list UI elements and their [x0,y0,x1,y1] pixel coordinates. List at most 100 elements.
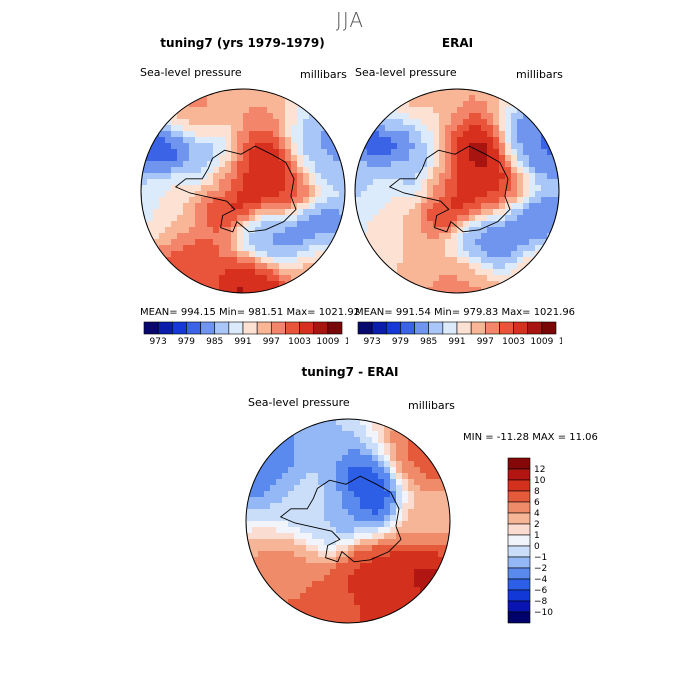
map-cell [403,197,410,204]
map-cell [391,227,398,234]
map-cell [267,203,274,210]
map-cell [420,521,427,528]
map-cell [189,95,196,102]
map-cell [403,263,410,270]
map-cell [385,113,392,120]
map-cell [355,185,362,192]
map-cell [547,185,554,192]
map-cell [159,227,166,234]
map-cell [219,245,226,252]
map-cell [463,173,470,180]
map-cell [529,179,536,186]
map-cell [219,155,226,162]
map-cell [336,473,343,480]
map-cell [390,569,397,576]
map-cell [237,125,244,132]
map-cell [324,533,331,540]
map-cell [523,149,530,156]
map-cell [264,503,271,510]
map-cell [427,197,434,204]
map-cell [379,263,386,270]
map-cell [159,119,166,126]
colorbar-swatch [214,321,230,335]
map-cell [396,545,403,552]
map-cell [297,143,304,150]
map-cell [294,455,301,462]
map-cell [366,431,373,438]
map-cell [348,605,355,612]
map-cell [487,227,494,234]
map-cell [378,545,385,552]
map-cell [249,245,256,252]
map-cell [511,239,518,246]
map-cell [415,155,422,162]
map-cell [414,461,421,468]
map-cell [306,611,313,618]
map-cell [451,233,458,240]
map-cell [249,281,256,288]
map-cell [177,227,184,234]
map-cell [481,281,488,288]
map-cell [258,467,265,474]
map-cell [276,581,283,588]
map-cell [408,563,415,570]
map-cell [426,509,433,516]
map-cell [195,269,202,276]
map-cell [171,149,178,156]
map-cell [433,275,440,282]
map-cell [225,179,232,186]
map-cell [270,497,277,504]
map-cell [207,209,214,216]
colorbar-tick-label: −10 [534,608,553,618]
map-cell [255,173,262,180]
map-cell [379,245,386,252]
map-cell [408,491,415,498]
map-cell [360,479,367,486]
map-cell [270,569,277,576]
map-cell [517,263,524,270]
map-cell [237,287,244,293]
map-cell [444,557,450,564]
map-cell [360,491,367,498]
map-cell [276,443,283,450]
map-cell [469,251,476,258]
map-cell [219,251,226,258]
map-cell [273,107,280,114]
map-cell [276,527,283,534]
map-cell [529,173,536,180]
map-cell [327,185,334,192]
map-cell [354,473,361,480]
map-cell [414,437,421,444]
map-cell [231,137,238,144]
map-cell [165,191,172,198]
map-cell [312,515,319,522]
map-cell [360,617,367,623]
map-cell [201,263,208,270]
map-cell [523,185,530,192]
map-cell [475,191,482,198]
map-cell [219,239,226,246]
map-cell [213,233,220,240]
map-cell [403,275,410,282]
map-cell [396,599,403,606]
map-cell [360,521,367,528]
map-cell [378,461,385,468]
map-cell [529,155,536,162]
map-cell [273,233,280,240]
map-cell [195,101,202,108]
map-cell [297,119,304,126]
map-cell [457,209,464,216]
map-cell [231,179,238,186]
map-cell [348,419,355,426]
colorbar-swatch [186,321,201,335]
map-cell [451,161,458,168]
map-cell [336,611,343,618]
map-cell [432,527,439,534]
map-cell [439,95,446,102]
map-cell [397,263,404,270]
map-cell [189,209,196,216]
map-cell [348,533,355,540]
map-cell [408,569,415,576]
map-cell [270,485,277,492]
map-cell [391,113,398,120]
